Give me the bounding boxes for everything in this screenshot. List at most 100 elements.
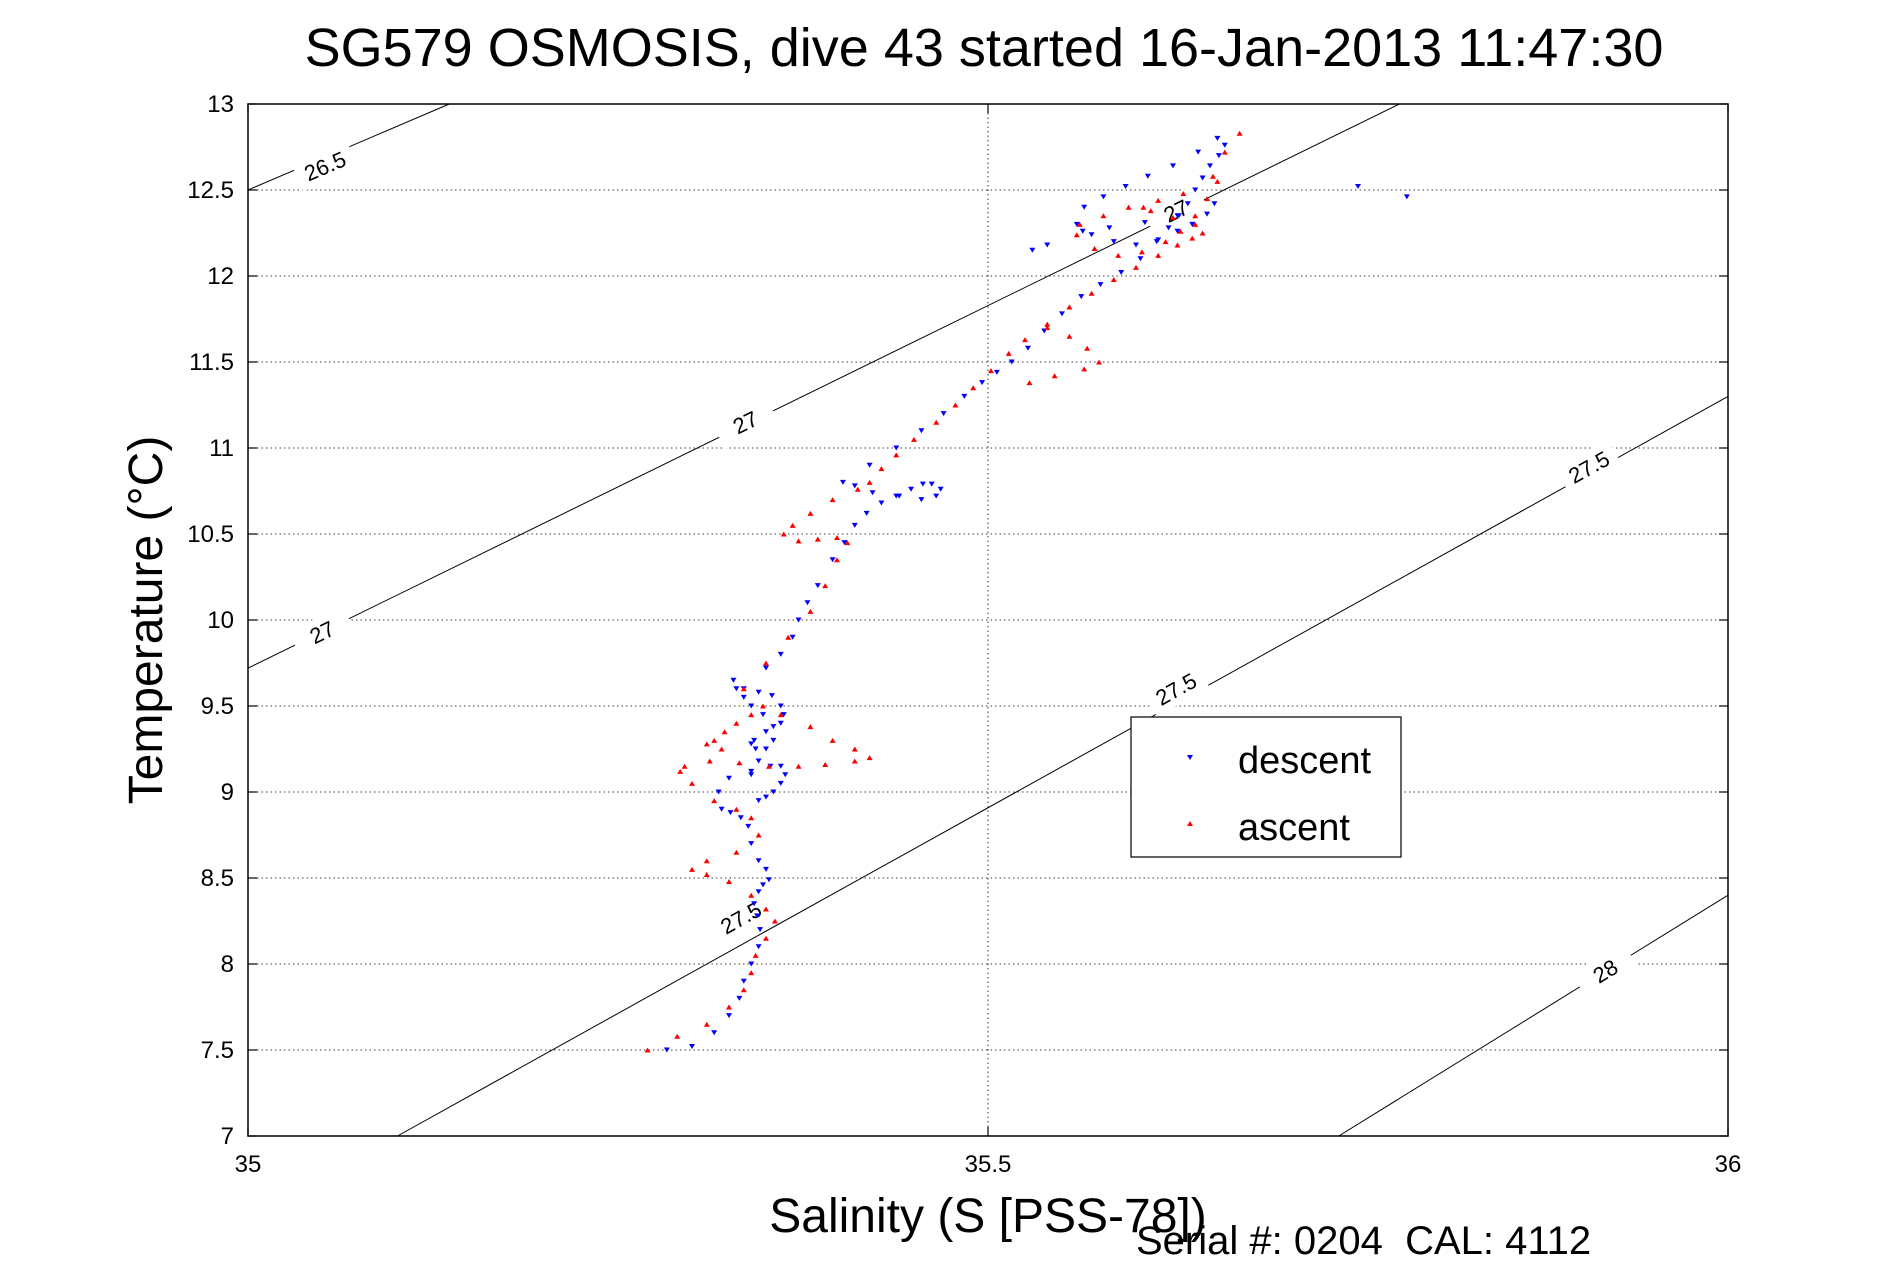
- ascent-point: [763, 660, 769, 666]
- descent-point: [1097, 282, 1104, 288]
- ascent-point: [1162, 239, 1169, 245]
- descent-point: [1204, 211, 1211, 217]
- ascent-point: [1236, 130, 1243, 136]
- descent-point: [866, 462, 873, 468]
- x-tick-label: 35: [235, 1151, 262, 1178]
- descent-point: [751, 737, 758, 743]
- ascent-point: [1138, 249, 1145, 255]
- ascent-point: [681, 763, 688, 769]
- y-tick-label: 10.5: [187, 521, 234, 548]
- ascent-point: [721, 729, 728, 735]
- x-tick-label: 36: [1715, 1151, 1742, 1178]
- descent-point: [1214, 135, 1221, 141]
- descent-point: [814, 583, 821, 589]
- contour-label-background: [707, 889, 775, 946]
- ascent-point: [644, 1047, 651, 1053]
- ascent-point: [1081, 366, 1088, 372]
- ascent-point: [1192, 221, 1199, 227]
- descent-point: [979, 380, 986, 386]
- descent-point: [726, 1013, 732, 1019]
- descent-point: [752, 746, 759, 752]
- descent-point: [718, 806, 725, 812]
- contour-label-background: [1142, 661, 1210, 717]
- ascent-point: [726, 1004, 732, 1010]
- ascent-point: [807, 510, 814, 516]
- descent-point: [770, 724, 777, 730]
- ascent-point: [748, 815, 755, 821]
- ascent-point: [866, 479, 873, 485]
- ascent-point: [893, 452, 900, 458]
- descent-point: [733, 686, 740, 692]
- ascent-point: [1022, 337, 1028, 343]
- descent-point: [755, 889, 762, 895]
- descent-point: [804, 600, 811, 606]
- descent-point: [777, 763, 784, 769]
- descent-point: [918, 428, 925, 434]
- ascent-point: [703, 872, 710, 878]
- descent-point: [918, 497, 925, 503]
- ascent-point: [1133, 264, 1139, 270]
- ascent-point: [780, 531, 787, 537]
- descent-series: [663, 135, 1410, 1053]
- descent-point: [863, 510, 870, 516]
- descent-point: [1081, 204, 1088, 210]
- ascent-point: [748, 970, 755, 976]
- legend-descent-label: descent: [1238, 740, 1372, 782]
- contour-label-background: [291, 140, 359, 192]
- descent-point: [919, 481, 926, 487]
- descent-point: [1195, 149, 1202, 155]
- ascent-point: [1180, 190, 1187, 196]
- descent-point: [1355, 184, 1361, 190]
- y-tick-label: 8.5: [201, 865, 234, 892]
- ascent-point: [706, 758, 713, 764]
- descent-point: [851, 522, 858, 528]
- ascent-point: [1110, 276, 1117, 282]
- ascent-point: [1005, 350, 1012, 356]
- descent-point: [763, 866, 769, 872]
- ascent-point: [703, 858, 710, 864]
- legend-box: [1130, 716, 1402, 858]
- data-points: [644, 130, 1410, 1053]
- descent-point: [1215, 153, 1222, 159]
- descent-point: [754, 913, 761, 919]
- descent-point: [893, 445, 900, 451]
- legend-ascent-marker: [1187, 821, 1193, 826]
- descent-point: [768, 693, 775, 699]
- ascent-point: [763, 935, 769, 941]
- descent-point: [937, 486, 944, 492]
- contour-label-background: [711, 395, 779, 449]
- ascent-point: [844, 540, 851, 546]
- descent-point: [760, 712, 767, 718]
- descent-point: [933, 493, 940, 499]
- descent-point: [689, 1044, 695, 1050]
- ascent-point: [1170, 215, 1176, 221]
- descent-point: [763, 665, 769, 671]
- ascent-point: [752, 952, 759, 958]
- ascent-point: [1076, 221, 1083, 227]
- ascent-point: [822, 761, 829, 767]
- ascent-point: [1204, 196, 1211, 202]
- descent-point: [829, 557, 836, 563]
- descent-point: [961, 393, 968, 399]
- grid: [248, 104, 1728, 1136]
- descent-point: [740, 978, 747, 984]
- descent-point: [730, 677, 737, 683]
- axis-ticks: 7 7.5 8 8.5 9 9.5 10 10.5 11 11.5 12 12.5 13 35 35.5 36: [187, 91, 1741, 1178]
- legend: descent ascent: [1130, 716, 1402, 858]
- ascent-point: [878, 466, 885, 472]
- y-tick-label: 7.5: [201, 1037, 234, 1064]
- legend-descent-marker: [1187, 755, 1193, 760]
- ascent-point: [1084, 345, 1091, 351]
- ascent-point: [1088, 290, 1095, 296]
- ascent-series: [644, 130, 1243, 1053]
- ascent-point: [795, 763, 802, 769]
- ascent-point: [1155, 197, 1162, 203]
- descent-point: [770, 737, 777, 743]
- ascent-point: [703, 741, 710, 747]
- ascent-point: [1214, 178, 1221, 184]
- ascent-point: [970, 385, 977, 391]
- ascent-point: [1044, 325, 1051, 331]
- descent-point: [1024, 345, 1031, 351]
- descent-point: [763, 729, 769, 735]
